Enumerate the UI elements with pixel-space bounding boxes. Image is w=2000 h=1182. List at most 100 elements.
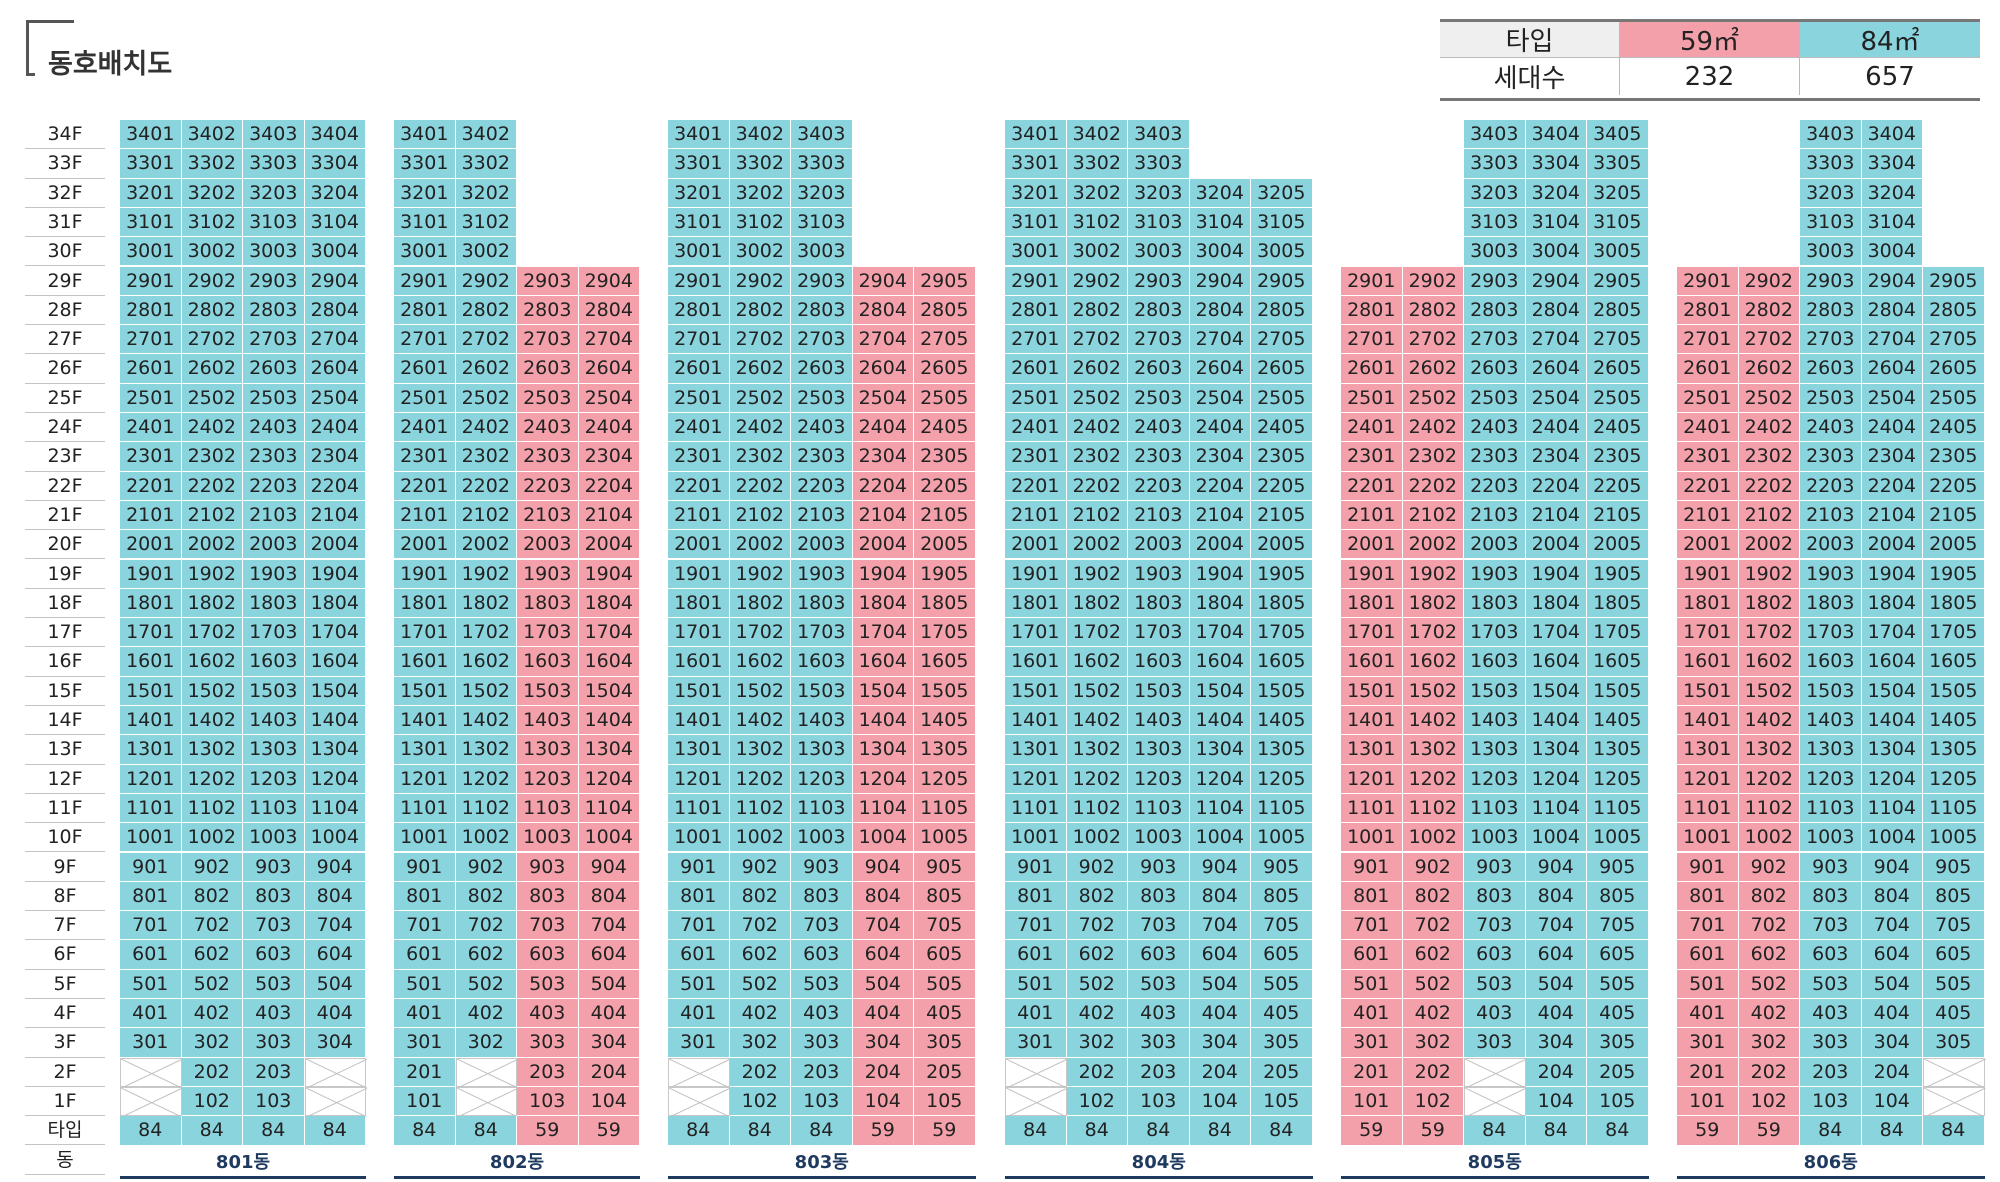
unit-cell: 3401 bbox=[394, 120, 456, 150]
unit-cell: 702 bbox=[181, 911, 243, 941]
floor-label: 32F bbox=[25, 179, 105, 208]
unit-cell: 2704 bbox=[304, 325, 366, 355]
unit-cell: 2704 bbox=[852, 325, 914, 355]
unit-cell: 202 bbox=[729, 1057, 791, 1087]
unit-cell: 1701 bbox=[394, 618, 456, 648]
unit-cell: 3103 bbox=[791, 207, 853, 238]
unit-cell: 2504 bbox=[1525, 383, 1587, 413]
unit-cell: 1403 bbox=[1800, 706, 1862, 736]
unit-cell: 2504 bbox=[1189, 383, 1251, 413]
unit-cell: 3202 bbox=[455, 178, 517, 208]
unit-cell: 104 bbox=[1525, 1086, 1587, 1117]
unit-cell: 1504 bbox=[578, 676, 640, 706]
unit-cell: 1904 bbox=[1189, 559, 1251, 589]
void-cell bbox=[1464, 1057, 1527, 1088]
unit-cell: 1703 bbox=[791, 618, 853, 648]
unit-cell: 802 bbox=[455, 881, 517, 912]
unit-cell: 1903 bbox=[1464, 559, 1526, 589]
unit-type-cell: 84 bbox=[120, 1116, 182, 1146]
unit-cell: 1302 bbox=[729, 735, 791, 765]
floor-label: 17F bbox=[25, 618, 105, 648]
unit-cell: 605 bbox=[1923, 940, 1985, 970]
unit-cell: 1902 bbox=[455, 559, 517, 589]
unit-cell: 1501 bbox=[1677, 676, 1739, 706]
unit-cell: 704 bbox=[1189, 911, 1251, 941]
unit-cell: 2603 bbox=[791, 354, 853, 384]
unit-cell: 1802 bbox=[729, 588, 791, 619]
unit-cell: 3403 bbox=[1128, 120, 1190, 150]
unit-cell: 2004 bbox=[304, 530, 366, 560]
unit-cell: 1602 bbox=[181, 647, 243, 677]
unit-cell: 2402 bbox=[1402, 413, 1464, 443]
unit-cell: 602 bbox=[729, 940, 791, 970]
unit-cell: 2201 bbox=[1341, 471, 1403, 501]
unit-cell: 502 bbox=[455, 969, 517, 999]
unit-cell: 2203 bbox=[1464, 471, 1526, 501]
unit-cell: 3305 bbox=[1587, 149, 1649, 179]
unit-cell: 2202 bbox=[1402, 471, 1464, 501]
unit-cell: 905 bbox=[1251, 852, 1313, 882]
unit-cell: 402 bbox=[1066, 999, 1128, 1029]
unit-cell: 1201 bbox=[120, 764, 182, 794]
unit-cell: 1304 bbox=[852, 735, 914, 765]
unit-cell: 3004 bbox=[1189, 237, 1251, 267]
unit-cell: 301 bbox=[1341, 1028, 1403, 1058]
unit-cell: 3402 bbox=[1066, 120, 1128, 150]
unit-cell: 1701 bbox=[120, 618, 182, 648]
legend-count-84: 657 bbox=[1865, 61, 1915, 92]
unit-cell: 2503 bbox=[1800, 383, 1862, 413]
unit-cell: 1604 bbox=[578, 647, 640, 677]
unit-cell: 1401 bbox=[394, 706, 456, 736]
unit-cell: 2805 bbox=[1587, 295, 1649, 326]
unit-cell: 201 bbox=[394, 1057, 456, 1087]
unit-cell: 1404 bbox=[1861, 706, 1923, 736]
unit-cell: 3204 bbox=[1525, 178, 1587, 208]
floor-label: 4F bbox=[25, 999, 105, 1029]
unit-cell: 2501 bbox=[120, 383, 182, 413]
unit-cell: 2605 bbox=[1923, 354, 1985, 384]
unit-cell: 3303 bbox=[1800, 149, 1862, 179]
unit-cell: 2504 bbox=[1861, 383, 1923, 413]
unit-type-cell: 84 bbox=[1251, 1116, 1313, 1146]
unit-cell: 1703 bbox=[1128, 618, 1190, 648]
unit-cell: 1003 bbox=[243, 823, 305, 853]
unit-cell: 2901 bbox=[120, 266, 182, 296]
unit-cell: 2403 bbox=[1464, 413, 1526, 443]
unit-cell: 103 bbox=[517, 1086, 579, 1117]
unit-type-cell: 59 bbox=[1402, 1116, 1464, 1146]
unit-cell: 805 bbox=[1587, 881, 1649, 912]
unit-cell: 2602 bbox=[1738, 354, 1800, 384]
unit-cell: 1402 bbox=[1066, 706, 1128, 736]
unit-cell: 202 bbox=[181, 1057, 243, 1087]
unit-cell: 2002 bbox=[181, 530, 243, 560]
unit-cell: 3401 bbox=[1005, 120, 1067, 150]
unit-cell: 701 bbox=[1341, 911, 1403, 941]
unit-cell: 504 bbox=[852, 969, 914, 999]
unit-cell: 502 bbox=[729, 969, 791, 999]
unit-cell: 2001 bbox=[1005, 530, 1067, 560]
floor-label: 3F bbox=[25, 1028, 105, 1058]
unit-cell: 1503 bbox=[1800, 676, 1862, 706]
unit-cell: 1302 bbox=[1402, 735, 1464, 765]
unit-cell: 3003 bbox=[243, 237, 305, 267]
unit-cell: 901 bbox=[394, 852, 456, 882]
unit-type-cell: 84 bbox=[1923, 1116, 1985, 1146]
unit-cell: 2502 bbox=[729, 383, 791, 413]
unit-cell: 1101 bbox=[1677, 793, 1739, 824]
unit-cell: 3002 bbox=[455, 237, 517, 267]
unit-cell: 2203 bbox=[1128, 471, 1190, 501]
unit-cell: 1803 bbox=[243, 588, 305, 619]
unit-cell: 3203 bbox=[1800, 178, 1862, 208]
unit-cell: 904 bbox=[1189, 852, 1251, 882]
unit-cell: 1005 bbox=[914, 823, 976, 853]
unit-cell: 2004 bbox=[1861, 530, 1923, 560]
unit-cell: 901 bbox=[1677, 852, 1739, 882]
unit-cell: 2902 bbox=[455, 266, 517, 296]
unit-cell: 1802 bbox=[455, 588, 517, 619]
unit-cell: 1605 bbox=[1251, 647, 1313, 677]
unit-cell: 1305 bbox=[1923, 735, 1985, 765]
unit-cell: 1901 bbox=[1677, 559, 1739, 589]
unit-cell: 1602 bbox=[1738, 647, 1800, 677]
unit-cell: 1801 bbox=[1341, 588, 1403, 619]
unit-cell: 101 bbox=[1677, 1086, 1739, 1117]
